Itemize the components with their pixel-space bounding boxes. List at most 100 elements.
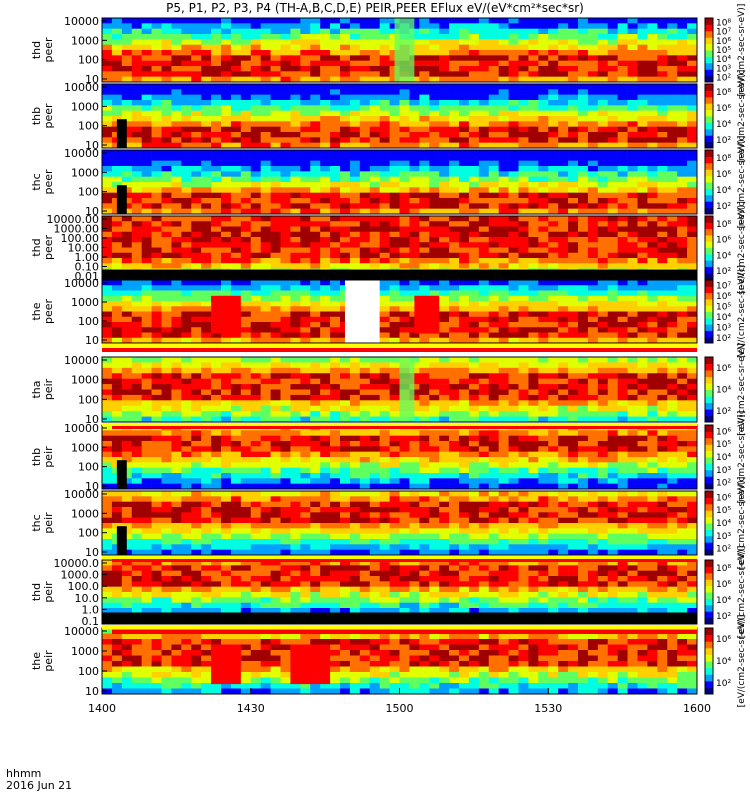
heatmap-cell xyxy=(607,295,618,302)
heatmap-cell xyxy=(161,132,172,138)
heatmap-cell xyxy=(587,285,599,291)
heatmap-cell xyxy=(528,237,539,243)
heatmap-cell xyxy=(617,100,628,106)
heatmap-cell xyxy=(667,142,678,149)
heatmap-cell xyxy=(330,252,341,259)
heatmap-cell xyxy=(161,242,172,248)
heatmap-cell xyxy=(131,94,142,101)
heatmap-cell xyxy=(280,295,291,302)
heatmap-cell xyxy=(667,76,678,83)
heatmap-cell xyxy=(558,231,569,238)
heatmap-cell xyxy=(211,121,222,127)
heatmap-cell xyxy=(359,389,371,396)
heatmap-cell xyxy=(409,394,420,401)
heatmap-cell xyxy=(151,110,162,117)
heatmap-cell xyxy=(508,34,519,40)
heatmap-cell xyxy=(558,55,569,61)
heatmap-cell xyxy=(409,137,420,143)
heatmap-cell xyxy=(141,89,152,95)
heatmap-cell xyxy=(211,451,222,458)
heatmap-cell xyxy=(647,394,658,401)
heatmap-cell xyxy=(607,337,618,344)
heatmap-cell xyxy=(131,416,142,423)
heatmap-cell xyxy=(359,435,371,442)
heatmap-cell xyxy=(459,176,470,183)
heatmap-cell xyxy=(230,137,242,143)
heatmap-cell xyxy=(270,84,281,90)
heatmap-cell xyxy=(369,155,380,161)
heatmap-cell xyxy=(330,66,341,72)
heatmap-cell xyxy=(330,155,341,161)
heatmap-cell xyxy=(518,332,529,339)
heatmap-cell xyxy=(459,285,470,291)
heatmap-cell xyxy=(221,100,232,106)
heatmap-cell xyxy=(300,208,311,215)
heatmap-cell xyxy=(538,60,549,67)
heatmap-cell xyxy=(181,142,192,149)
heatmap-cell xyxy=(270,373,281,379)
heatmap-cell xyxy=(191,44,202,51)
heatmap-cell xyxy=(270,187,281,193)
heatmap-cell xyxy=(419,192,430,199)
heatmap-cell xyxy=(379,132,390,138)
heatmap-cell xyxy=(667,389,678,396)
heatmap-cell xyxy=(349,362,361,369)
heatmap-cell xyxy=(597,290,609,297)
heatmap-cell xyxy=(498,384,509,390)
heatmap-cell xyxy=(538,290,549,297)
heatmap-cell xyxy=(359,39,371,45)
heatmap-cell xyxy=(508,430,519,436)
heatmap-cell xyxy=(111,84,123,90)
heatmap-cell xyxy=(191,182,202,188)
heatmap-cell xyxy=(607,116,618,122)
heatmap-cell xyxy=(349,252,361,259)
heatmap-cell xyxy=(211,66,222,72)
heatmap-cell xyxy=(587,160,599,167)
heatmap-cell xyxy=(538,258,549,264)
heatmap-cell xyxy=(647,446,658,452)
heatmap-cell xyxy=(181,400,192,407)
heatmap-cell xyxy=(191,306,202,312)
heatmap-cell xyxy=(221,171,232,177)
heatmap-cell xyxy=(191,441,202,447)
heatmap-cell xyxy=(677,142,688,149)
heatmap-cell xyxy=(617,208,628,215)
heatmap-cell xyxy=(687,34,698,40)
heatmap-cell xyxy=(191,378,202,385)
heatmap-cell xyxy=(488,430,499,436)
heatmap-cell xyxy=(488,155,499,161)
heatmap-cell xyxy=(498,137,509,143)
heatmap-cell xyxy=(578,457,589,463)
heatmap-cell xyxy=(528,252,539,259)
heatmap-cell xyxy=(280,76,291,83)
heatmap-cell xyxy=(478,384,490,390)
heatmap-cell xyxy=(508,327,519,333)
heatmap-cell xyxy=(429,389,440,396)
heatmap-cell xyxy=(627,416,638,423)
heatmap-cell xyxy=(389,322,400,328)
heatmap-cell xyxy=(597,378,609,385)
heatmap-cell xyxy=(488,411,499,417)
heatmap-cell xyxy=(280,263,291,269)
heatmap-cell xyxy=(369,71,380,77)
heatmap-cell xyxy=(102,34,113,40)
heatmap-cell xyxy=(211,155,222,161)
colorbar-tick-label: 10³ xyxy=(716,64,731,74)
heatmap-cell xyxy=(330,94,341,101)
heatmap-cell xyxy=(587,71,599,77)
heatmap-cell xyxy=(647,216,658,222)
heatmap-cell xyxy=(597,60,609,67)
heatmap-cell xyxy=(270,357,281,363)
heatmap-cell xyxy=(687,373,698,379)
heatmap-cell xyxy=(647,280,658,286)
heatmap-cell xyxy=(518,176,529,183)
heatmap-cell xyxy=(478,60,490,67)
heatmap-cell xyxy=(131,121,142,127)
heatmap-cell xyxy=(300,430,311,436)
heatmap-cell xyxy=(478,327,490,333)
heatmap-cell xyxy=(647,84,658,90)
heatmap-cell xyxy=(111,373,123,379)
heatmap-cell xyxy=(439,34,450,40)
heatmap-cell xyxy=(141,50,152,56)
heatmap-cell xyxy=(320,100,331,106)
